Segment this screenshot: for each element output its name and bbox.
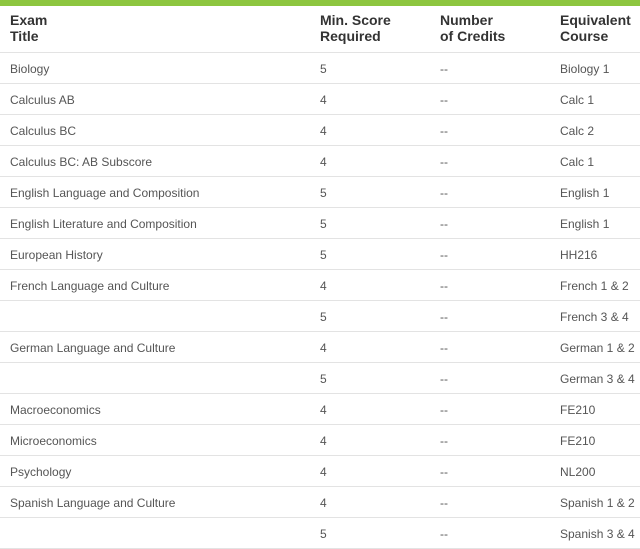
table-row: English Language and Composition 5 -- En… — [0, 177, 640, 208]
cell-credits: -- — [430, 394, 550, 425]
cell-score: 4 — [310, 270, 430, 301]
cell-score: 4 — [310, 332, 430, 363]
cell-equiv: French 3 & 4 — [550, 301, 640, 332]
cell-exam: European History — [0, 239, 310, 270]
table-container: Exam Title Min. Score Required Number of… — [0, 0, 640, 549]
cell-equiv: NL200 — [550, 456, 640, 487]
cell-exam: English Literature and Composition — [0, 208, 310, 239]
header-exam-line1: Exam — [10, 12, 47, 28]
table-row: Biology 5 -- Biology 1 — [0, 53, 640, 84]
cell-exam: Calculus BC — [0, 115, 310, 146]
cell-credits: -- — [430, 146, 550, 177]
cell-exam: Calculus AB — [0, 84, 310, 115]
cell-credits: -- — [430, 518, 550, 549]
header-exam: Exam Title — [0, 6, 310, 53]
cell-equiv: FE210 — [550, 425, 640, 456]
cell-equiv: German 1 & 2 — [550, 332, 640, 363]
cell-score: 4 — [310, 115, 430, 146]
cell-exam: Spanish Language and Culture — [0, 487, 310, 518]
header-equiv-line1: Equivalent — [560, 12, 631, 28]
cell-equiv: Calc 2 — [550, 115, 640, 146]
cell-credits: -- — [430, 177, 550, 208]
cell-equiv: HH216 — [550, 239, 640, 270]
cell-equiv: Spanish 1 & 2 — [550, 487, 640, 518]
header-row: Exam Title Min. Score Required Number of… — [0, 6, 640, 53]
cell-credits: -- — [430, 270, 550, 301]
cell-equiv: Spanish 3 & 4 — [550, 518, 640, 549]
cell-equiv: French 1 & 2 — [550, 270, 640, 301]
cell-score: 5 — [310, 301, 430, 332]
cell-exam — [0, 518, 310, 549]
cell-credits: -- — [430, 363, 550, 394]
cell-credits: -- — [430, 208, 550, 239]
header-score: Min. Score Required — [310, 6, 430, 53]
header-credits: Number of Credits — [430, 6, 550, 53]
cell-score: 4 — [310, 456, 430, 487]
cell-score: 5 — [310, 53, 430, 84]
cell-score: 4 — [310, 84, 430, 115]
cell-equiv: German 3 & 4 — [550, 363, 640, 394]
cell-exam — [0, 301, 310, 332]
header-score-line2: Required — [320, 28, 381, 44]
table-row: Calculus AB 4 -- Calc 1 — [0, 84, 640, 115]
cell-score: 4 — [310, 487, 430, 518]
table-row: Spanish Language and Culture 4 -- Spanis… — [0, 487, 640, 518]
cell-score: 5 — [310, 208, 430, 239]
cell-equiv: Calc 1 — [550, 146, 640, 177]
table-row: Microeconomics 4 -- FE210 — [0, 425, 640, 456]
cell-credits: -- — [430, 456, 550, 487]
header-equiv-line2: Course — [560, 28, 608, 44]
cell-credits: -- — [430, 53, 550, 84]
cell-score: 4 — [310, 394, 430, 425]
cell-exam: Macroeconomics — [0, 394, 310, 425]
cell-exam: French Language and Culture — [0, 270, 310, 301]
table-head: Exam Title Min. Score Required Number of… — [0, 6, 640, 53]
cell-credits: -- — [430, 332, 550, 363]
table-row: German Language and Culture 4 -- German … — [0, 332, 640, 363]
cell-exam: Calculus BC: AB Subscore — [0, 146, 310, 177]
cell-exam: German Language and Culture — [0, 332, 310, 363]
table-row: 5 -- French 3 & 4 — [0, 301, 640, 332]
cell-credits: -- — [430, 84, 550, 115]
cell-exam: Biology — [0, 53, 310, 84]
cell-equiv: FE210 — [550, 394, 640, 425]
table-body: Biology 5 -- Biology 1 Calculus AB 4 -- … — [0, 53, 640, 549]
header-credits-line2: of Credits — [440, 28, 505, 44]
cell-credits: -- — [430, 115, 550, 146]
cell-credits: -- — [430, 301, 550, 332]
table-row: English Literature and Composition 5 -- … — [0, 208, 640, 239]
cell-score: 4 — [310, 146, 430, 177]
cell-equiv: English 1 — [550, 208, 640, 239]
cell-equiv: Biology 1 — [550, 53, 640, 84]
header-score-line1: Min. Score — [320, 12, 391, 28]
cell-score: 4 — [310, 425, 430, 456]
table-row: Macroeconomics 4 -- FE210 — [0, 394, 640, 425]
cell-exam — [0, 363, 310, 394]
cell-credits: -- — [430, 487, 550, 518]
cell-exam: English Language and Composition — [0, 177, 310, 208]
table-row: Psychology 4 -- NL200 — [0, 456, 640, 487]
credit-equivalency-table: Exam Title Min. Score Required Number of… — [0, 6, 640, 549]
cell-equiv: Calc 1 — [550, 84, 640, 115]
table-row: European History 5 -- HH216 — [0, 239, 640, 270]
header-equiv: Equivalent Course — [550, 6, 640, 53]
table-row: 5 -- German 3 & 4 — [0, 363, 640, 394]
cell-exam: Microeconomics — [0, 425, 310, 456]
cell-credits: -- — [430, 239, 550, 270]
table-row: French Language and Culture 4 -- French … — [0, 270, 640, 301]
header-exam-line2: Title — [10, 28, 39, 44]
cell-score: 5 — [310, 239, 430, 270]
table-row: 5 -- Spanish 3 & 4 — [0, 518, 640, 549]
table-row: Calculus BC 4 -- Calc 2 — [0, 115, 640, 146]
cell-score: 5 — [310, 363, 430, 394]
cell-score: 5 — [310, 518, 430, 549]
cell-exam: Psychology — [0, 456, 310, 487]
cell-credits: -- — [430, 425, 550, 456]
table-row: Calculus BC: AB Subscore 4 -- Calc 1 — [0, 146, 640, 177]
header-credits-line1: Number — [440, 12, 493, 28]
cell-equiv: English 1 — [550, 177, 640, 208]
cell-score: 5 — [310, 177, 430, 208]
